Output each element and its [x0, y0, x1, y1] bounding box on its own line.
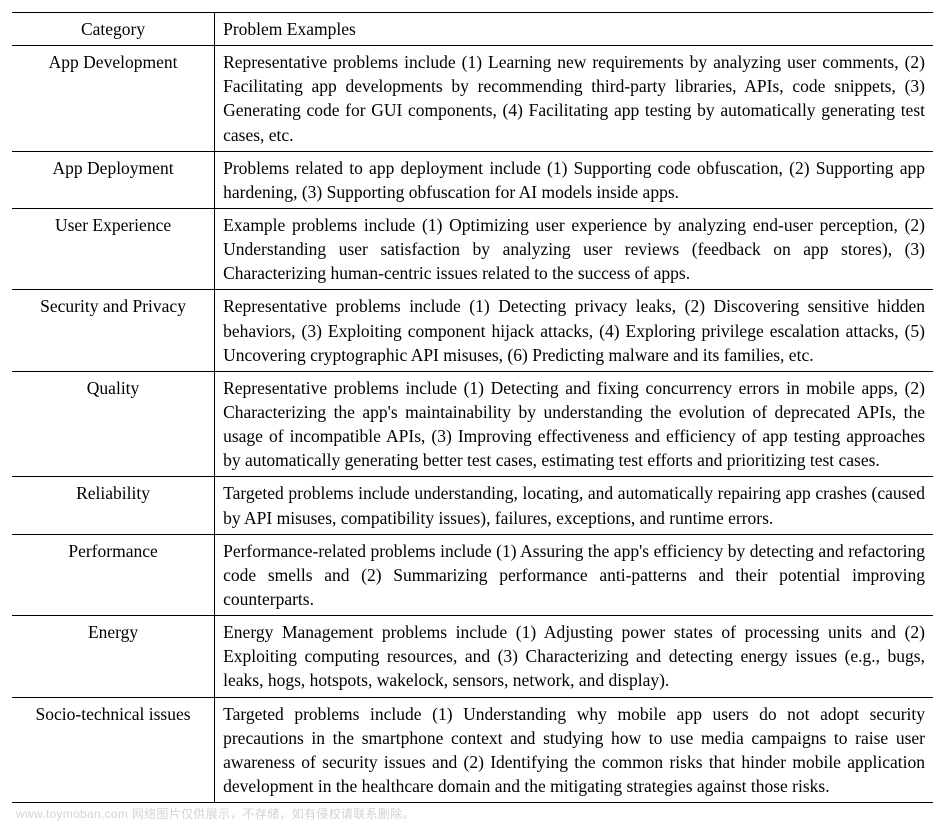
table-row: Security and Privacy Representative prob…	[12, 290, 933, 371]
table-body: App Development Representative problems …	[12, 46, 933, 803]
examples-cell: Representative problems include (1) Lear…	[215, 46, 933, 152]
column-header-examples: Problem Examples	[215, 13, 933, 46]
category-cell: Energy	[12, 616, 215, 697]
watermark-text: www.toymoban.com 网络图片仅供展示，不存储，如有侵权请联系删除。	[12, 805, 933, 822]
category-cell: App Development	[12, 46, 215, 152]
category-cell: Quality	[12, 371, 215, 477]
examples-cell: Example problems include (1) Optimizing …	[215, 208, 933, 289]
category-cell: Socio-technical issues	[12, 697, 215, 803]
table-row: Reliability Targeted problems include un…	[12, 477, 933, 534]
examples-cell: Performance-related problems include (1)…	[215, 534, 933, 615]
table-row: App Deployment Problems related to app d…	[12, 151, 933, 208]
table-row: Performance Performance-related problems…	[12, 534, 933, 615]
table-row: User Experience Example problems include…	[12, 208, 933, 289]
table-row: Socio-technical issues Targeted problems…	[12, 697, 933, 803]
column-header-category: Category	[12, 13, 215, 46]
table-row: Energy Energy Management problems includ…	[12, 616, 933, 697]
category-cell: Security and Privacy	[12, 290, 215, 371]
examples-cell: Representative problems include (1) Dete…	[215, 371, 933, 477]
examples-cell: Problems related to app deployment inclu…	[215, 151, 933, 208]
category-cell: App Deployment	[12, 151, 215, 208]
category-cell: Performance	[12, 534, 215, 615]
examples-cell: Energy Management problems include (1) A…	[215, 616, 933, 697]
categories-table: Category Problem Examples App Developmen…	[12, 12, 933, 803]
category-cell: User Experience	[12, 208, 215, 289]
examples-cell: Targeted problems include (1) Understand…	[215, 697, 933, 803]
examples-cell: Representative problems include (1) Dete…	[215, 290, 933, 371]
examples-cell: Targeted problems include understanding,…	[215, 477, 933, 534]
table-row: Quality Representative problems include …	[12, 371, 933, 477]
category-cell: Reliability	[12, 477, 215, 534]
table-row: App Development Representative problems …	[12, 46, 933, 152]
